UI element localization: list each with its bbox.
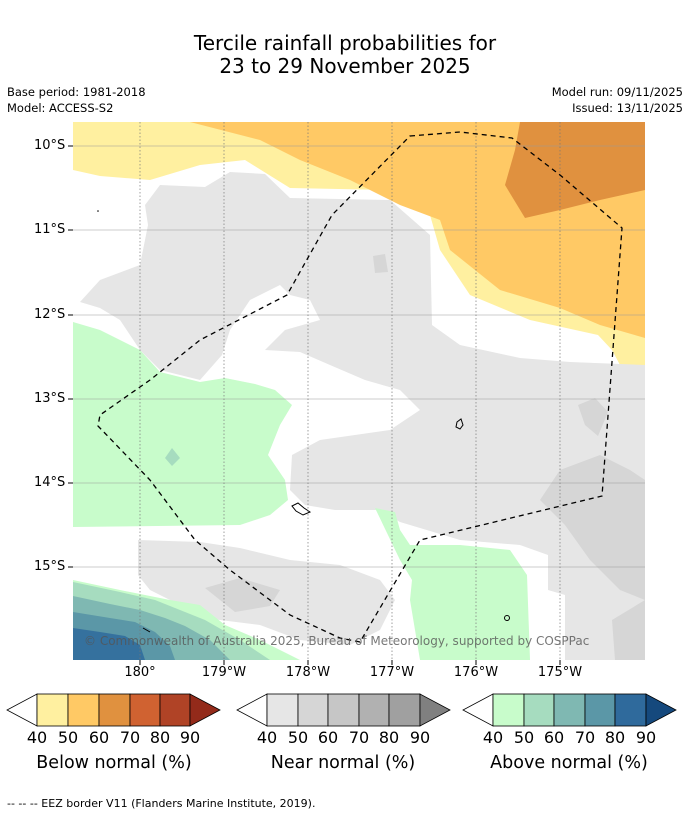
lon-label-177w: 177°W bbox=[369, 665, 415, 680]
colorbar-near-title: Near normal (%) bbox=[270, 753, 416, 773]
colorbar-near-tick: 40 bbox=[256, 728, 278, 747]
colorbar-above-tick: 80 bbox=[604, 728, 626, 747]
lat-label-10s: 10°S bbox=[34, 138, 66, 153]
colorbar-above-title: Above normal (%) bbox=[490, 753, 648, 773]
model-name: Model: ACCESS-S2 bbox=[7, 101, 114, 115]
colorbar-below-40 bbox=[36, 693, 69, 727]
lat-label-12s: 12°S bbox=[34, 307, 66, 322]
colorbar-near-tick: 90 bbox=[409, 728, 431, 747]
colorbar-below-60 bbox=[98, 693, 131, 727]
map-title: Tercile rainfall probabilities for 23 to… bbox=[0, 32, 690, 78]
colorbar-near-40 bbox=[266, 693, 299, 727]
near-40-region bbox=[80, 172, 645, 660]
map-field bbox=[73, 122, 645, 660]
issued-date: Issued: 13/11/2025 bbox=[572, 101, 683, 115]
island-north bbox=[455, 418, 464, 430]
island-sw bbox=[142, 627, 151, 633]
colorbar-below-tick: 40 bbox=[26, 728, 48, 747]
colorbar-below-80 bbox=[159, 693, 191, 727]
colorbar-near-over bbox=[419, 693, 451, 727]
colorbar-below bbox=[6, 693, 221, 727]
colorbar-below-under bbox=[6, 693, 38, 727]
meta-right: Model run: 09/11/2025 Issued: 13/11/2025 bbox=[552, 84, 683, 116]
island-central bbox=[291, 502, 312, 516]
colorbar-below-tick: 70 bbox=[119, 728, 141, 747]
colorbar-below-tick: 50 bbox=[57, 728, 79, 747]
lat-label-15s: 15°S bbox=[34, 559, 66, 574]
axis-ticks bbox=[68, 145, 561, 665]
colorbar-above-40 bbox=[492, 693, 525, 727]
above-40-region-south bbox=[375, 508, 530, 660]
colorbar-below-70 bbox=[129, 693, 161, 727]
colorbar-below-tick: 80 bbox=[149, 728, 171, 747]
lon-label-176w: 176°W bbox=[453, 665, 499, 680]
colorbar-near bbox=[236, 693, 451, 727]
colorbar-below-tick: 90 bbox=[179, 728, 201, 747]
colorbar-near-tick: 70 bbox=[348, 728, 370, 747]
map-title-line1: Tercile rainfall probabilities for bbox=[193, 31, 497, 55]
colorbar-above-over bbox=[645, 693, 677, 727]
above-40-region-west bbox=[73, 322, 292, 527]
map-title-line2: 23 to 29 November 2025 bbox=[219, 54, 471, 78]
base-period: Base period: 1981-2018 bbox=[7, 85, 146, 99]
colorbar-near-80 bbox=[388, 693, 421, 727]
colorbar-below-tick: 60 bbox=[88, 728, 110, 747]
colorbar-below-50 bbox=[67, 693, 100, 727]
colorbar-near-tick: 50 bbox=[287, 728, 309, 747]
colorbar-near-under bbox=[236, 693, 268, 727]
colorbar-near-60 bbox=[327, 693, 360, 727]
above-80-region bbox=[73, 628, 145, 660]
lon-label-180: 180° bbox=[124, 665, 156, 680]
above-50-patch bbox=[165, 448, 180, 466]
eez-border bbox=[97, 131, 623, 643]
lat-label-14s: 14°S bbox=[34, 475, 66, 490]
colorbar-near-tick: 60 bbox=[317, 728, 339, 747]
near-50-patch-4 bbox=[373, 254, 388, 273]
colorbar-below-title: Below normal (%) bbox=[36, 753, 192, 773]
near-50-patch-2 bbox=[578, 398, 608, 436]
colorbar-near-70 bbox=[358, 693, 390, 727]
lat-label-13s: 13°S bbox=[34, 391, 66, 406]
model-run: Model run: 09/11/2025 bbox=[551, 85, 683, 99]
colorbar-above-tick: 50 bbox=[513, 728, 535, 747]
colorbar-above-50 bbox=[523, 693, 555, 727]
colorbar-near-tick: 80 bbox=[378, 728, 400, 747]
longitude-gridlines bbox=[139, 122, 561, 660]
meta-left: Base period: 1981-2018 Model: ACCESS-S2 bbox=[7, 84, 146, 116]
lat-label-11s: 11°S bbox=[34, 222, 66, 237]
colorbar-below-over bbox=[189, 693, 221, 727]
latitude-gridlines bbox=[73, 145, 645, 568]
colorbar-above bbox=[462, 693, 677, 727]
colorbar-above-tick: 70 bbox=[574, 728, 596, 747]
credit-text: © Commonwealth of Australia 2025, Bureau… bbox=[84, 634, 589, 648]
colorbar-above-tick: 90 bbox=[635, 728, 657, 747]
colorbar-above-tick: 40 bbox=[482, 728, 504, 747]
colorbar-above-80 bbox=[614, 693, 647, 727]
lon-label-175w: 175°W bbox=[537, 665, 583, 680]
near-50-patch-5 bbox=[612, 600, 645, 660]
island-nw bbox=[97, 210, 99, 212]
colorbar-above-under bbox=[462, 693, 494, 727]
lon-label-178w: 178°W bbox=[285, 665, 331, 680]
island-south bbox=[504, 615, 510, 621]
colorbar-above-70 bbox=[584, 693, 616, 727]
colorbar-above-60 bbox=[553, 693, 586, 727]
near-50-patch-3 bbox=[205, 578, 280, 612]
near-50-patch-1 bbox=[540, 455, 645, 600]
lon-label-179w: 179°W bbox=[201, 665, 247, 680]
eez-footnote: -- -- -- EEZ border V11 (Flanders Marine… bbox=[7, 797, 316, 810]
colorbar-above-tick: 60 bbox=[543, 728, 565, 747]
colorbar-near-50 bbox=[297, 693, 329, 727]
